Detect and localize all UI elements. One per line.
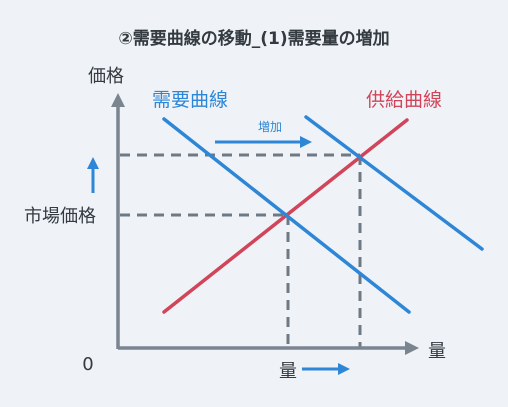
shift-label: 増加 [258,120,282,134]
y-axis-label: 価格 [88,66,124,87]
guide-lines [120,153,362,348]
demand-curve-shifted [304,115,484,251]
diagram-title: ②需要曲線の移動_(1)需要量の増加 [118,28,389,49]
market-price-label: 市場価格 [24,206,96,227]
demand-curve-label: 需要曲線 [152,89,228,111]
supply-curve-label: 供給曲線 [366,89,442,111]
x-axis-label: 量 [428,341,446,362]
origin-label: 0 [82,354,93,375]
demand-curve-original [162,117,411,314]
quantity-marker-label: 量 [279,361,297,382]
